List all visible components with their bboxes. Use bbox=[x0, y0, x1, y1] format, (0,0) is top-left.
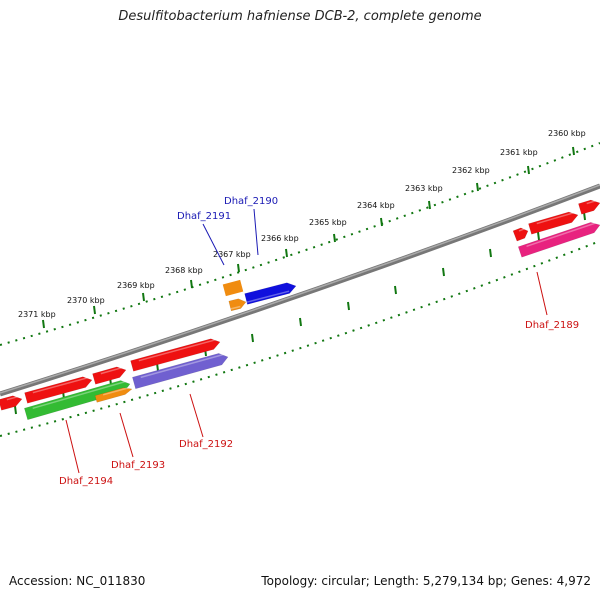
red-feature bbox=[92, 366, 127, 385]
gene-label: Dhaf_2189 bbox=[525, 320, 579, 331]
scale-label: 2362 kbp bbox=[452, 166, 490, 175]
scale-label: 2363 kbp bbox=[405, 184, 443, 193]
scale-label: 2366 kbp bbox=[261, 234, 299, 243]
red-feature bbox=[130, 338, 221, 372]
gene-label: Dhaf_2191 bbox=[177, 211, 231, 222]
scale-tick bbox=[333, 233, 336, 243]
scale-tick bbox=[142, 292, 145, 302]
scale-tick bbox=[380, 217, 383, 227]
genome-backbone bbox=[0, 183, 600, 397]
outer-scale-ring bbox=[0, 142, 600, 346]
inner-scale-tick bbox=[347, 301, 350, 311]
inner-scale-tick bbox=[442, 267, 445, 277]
scale-label: 2369 kbp bbox=[117, 281, 155, 290]
gene-leader-line bbox=[65, 419, 80, 474]
gene-leader-line bbox=[253, 208, 259, 256]
scale-label: 2360 kbp bbox=[548, 129, 586, 138]
red-feature bbox=[24, 376, 93, 404]
genome-summary: Topology: circular; Length: 5,279,134 bp… bbox=[261, 574, 591, 588]
gene-label: Dhaf_2190 bbox=[224, 196, 278, 207]
inner-scale-ring bbox=[0, 240, 600, 437]
scale-tick bbox=[237, 263, 240, 273]
red-feature bbox=[512, 227, 529, 242]
gene-dhaf-2190 bbox=[244, 282, 297, 305]
gene-labels: Dhaf_2189 Dhaf_2190 Dhaf_2191 Dhaf_2192 Dhaf… bbox=[59, 196, 579, 487]
gene-dhaf-2189 bbox=[517, 222, 600, 258]
inner-scale-tick bbox=[394, 285, 397, 295]
inner-scale-tick bbox=[489, 248, 492, 258]
red-feature bbox=[528, 211, 579, 235]
accession-label: Accession: NC_011830 bbox=[9, 574, 146, 588]
red-feature bbox=[578, 199, 600, 215]
scale-tick bbox=[476, 182, 479, 192]
gene-label: Dhaf_2193 bbox=[111, 460, 165, 471]
scale-tick bbox=[93, 305, 96, 315]
inner-scale-tick bbox=[537, 231, 540, 241]
gene-label: Dhaf_2192 bbox=[179, 439, 233, 450]
scale-labels: 2360 kbp 2361 kbp 2362 kbp 2363 kbp 2364 kbp… bbox=[18, 129, 586, 319]
scale-label: 2365 kbp bbox=[309, 218, 347, 227]
scale-tick bbox=[190, 279, 193, 289]
scale-tick bbox=[428, 200, 431, 210]
scale-label: 2371 kbp bbox=[18, 310, 56, 319]
gene-dhaf-2192 bbox=[132, 353, 229, 390]
gene-dhaf-2191-block bbox=[222, 279, 244, 297]
scale-tick bbox=[527, 165, 530, 175]
inner-scale-tick bbox=[251, 333, 254, 343]
scale-tick bbox=[42, 319, 45, 329]
scale-label: 2367 kbp bbox=[213, 250, 251, 259]
scale-label: 2361 kbp bbox=[500, 148, 538, 157]
scale-tick bbox=[572, 146, 575, 156]
scale-label: 2370 kbp bbox=[67, 296, 105, 305]
inner-scale-tick bbox=[299, 317, 302, 327]
red-feature bbox=[0, 395, 23, 411]
scale-tick bbox=[285, 248, 288, 258]
map-title: Desulfitobacterium hafniense DCB-2, comp… bbox=[118, 9, 482, 24]
gene-label: Dhaf_2194 bbox=[59, 476, 113, 487]
gene-leader-line bbox=[189, 393, 204, 438]
gene-leader-line bbox=[202, 223, 225, 266]
gene-features bbox=[24, 221, 600, 421]
scale-label: 2368 kbp bbox=[165, 266, 203, 275]
gene-dhaf-2191 bbox=[228, 298, 247, 312]
inner-scale-tick bbox=[14, 405, 17, 415]
gene-dhaf-2193 bbox=[94, 387, 133, 403]
gene-leader-line bbox=[536, 271, 548, 316]
scale-label: 2364 kbp bbox=[357, 201, 395, 210]
unlabeled-features bbox=[0, 199, 600, 411]
gene-leader-line bbox=[119, 412, 134, 458]
